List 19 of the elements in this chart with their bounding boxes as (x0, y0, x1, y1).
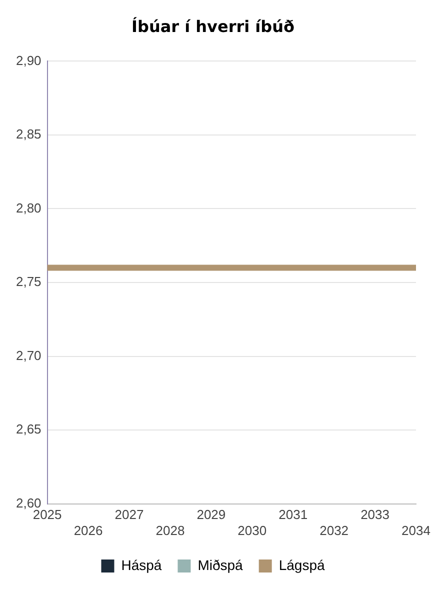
chart-title: Íbúar í hverri íbúð (132, 16, 294, 36)
legend-label: Miðspá (198, 556, 244, 573)
x-tick-label: 2032 (320, 522, 349, 538)
legend-label: Lágspá (278, 556, 325, 573)
x-tick-label: 2030 (238, 522, 267, 538)
y-tick-label: 2,65 (16, 422, 42, 437)
x-tick-label: 2033 (360, 507, 390, 522)
y-tick-label: 2,90 (16, 52, 42, 68)
y-tick-label: 2,85 (16, 126, 42, 142)
y-tick-label: 2,70 (16, 348, 42, 363)
x-tick-label: 2027 (114, 507, 144, 522)
y-tick-label: 2,75 (16, 274, 42, 290)
x-tick-label: 2034 (402, 522, 430, 538)
x-tick-label: 2028 (156, 522, 185, 538)
x-tick-label: 2029 (196, 507, 226, 522)
x-tick-label: 2026 (74, 522, 103, 538)
legend-label: Háspá (121, 556, 162, 573)
y-tick-label: 2,80 (16, 200, 42, 216)
x-tick-label: 2031 (278, 507, 308, 522)
